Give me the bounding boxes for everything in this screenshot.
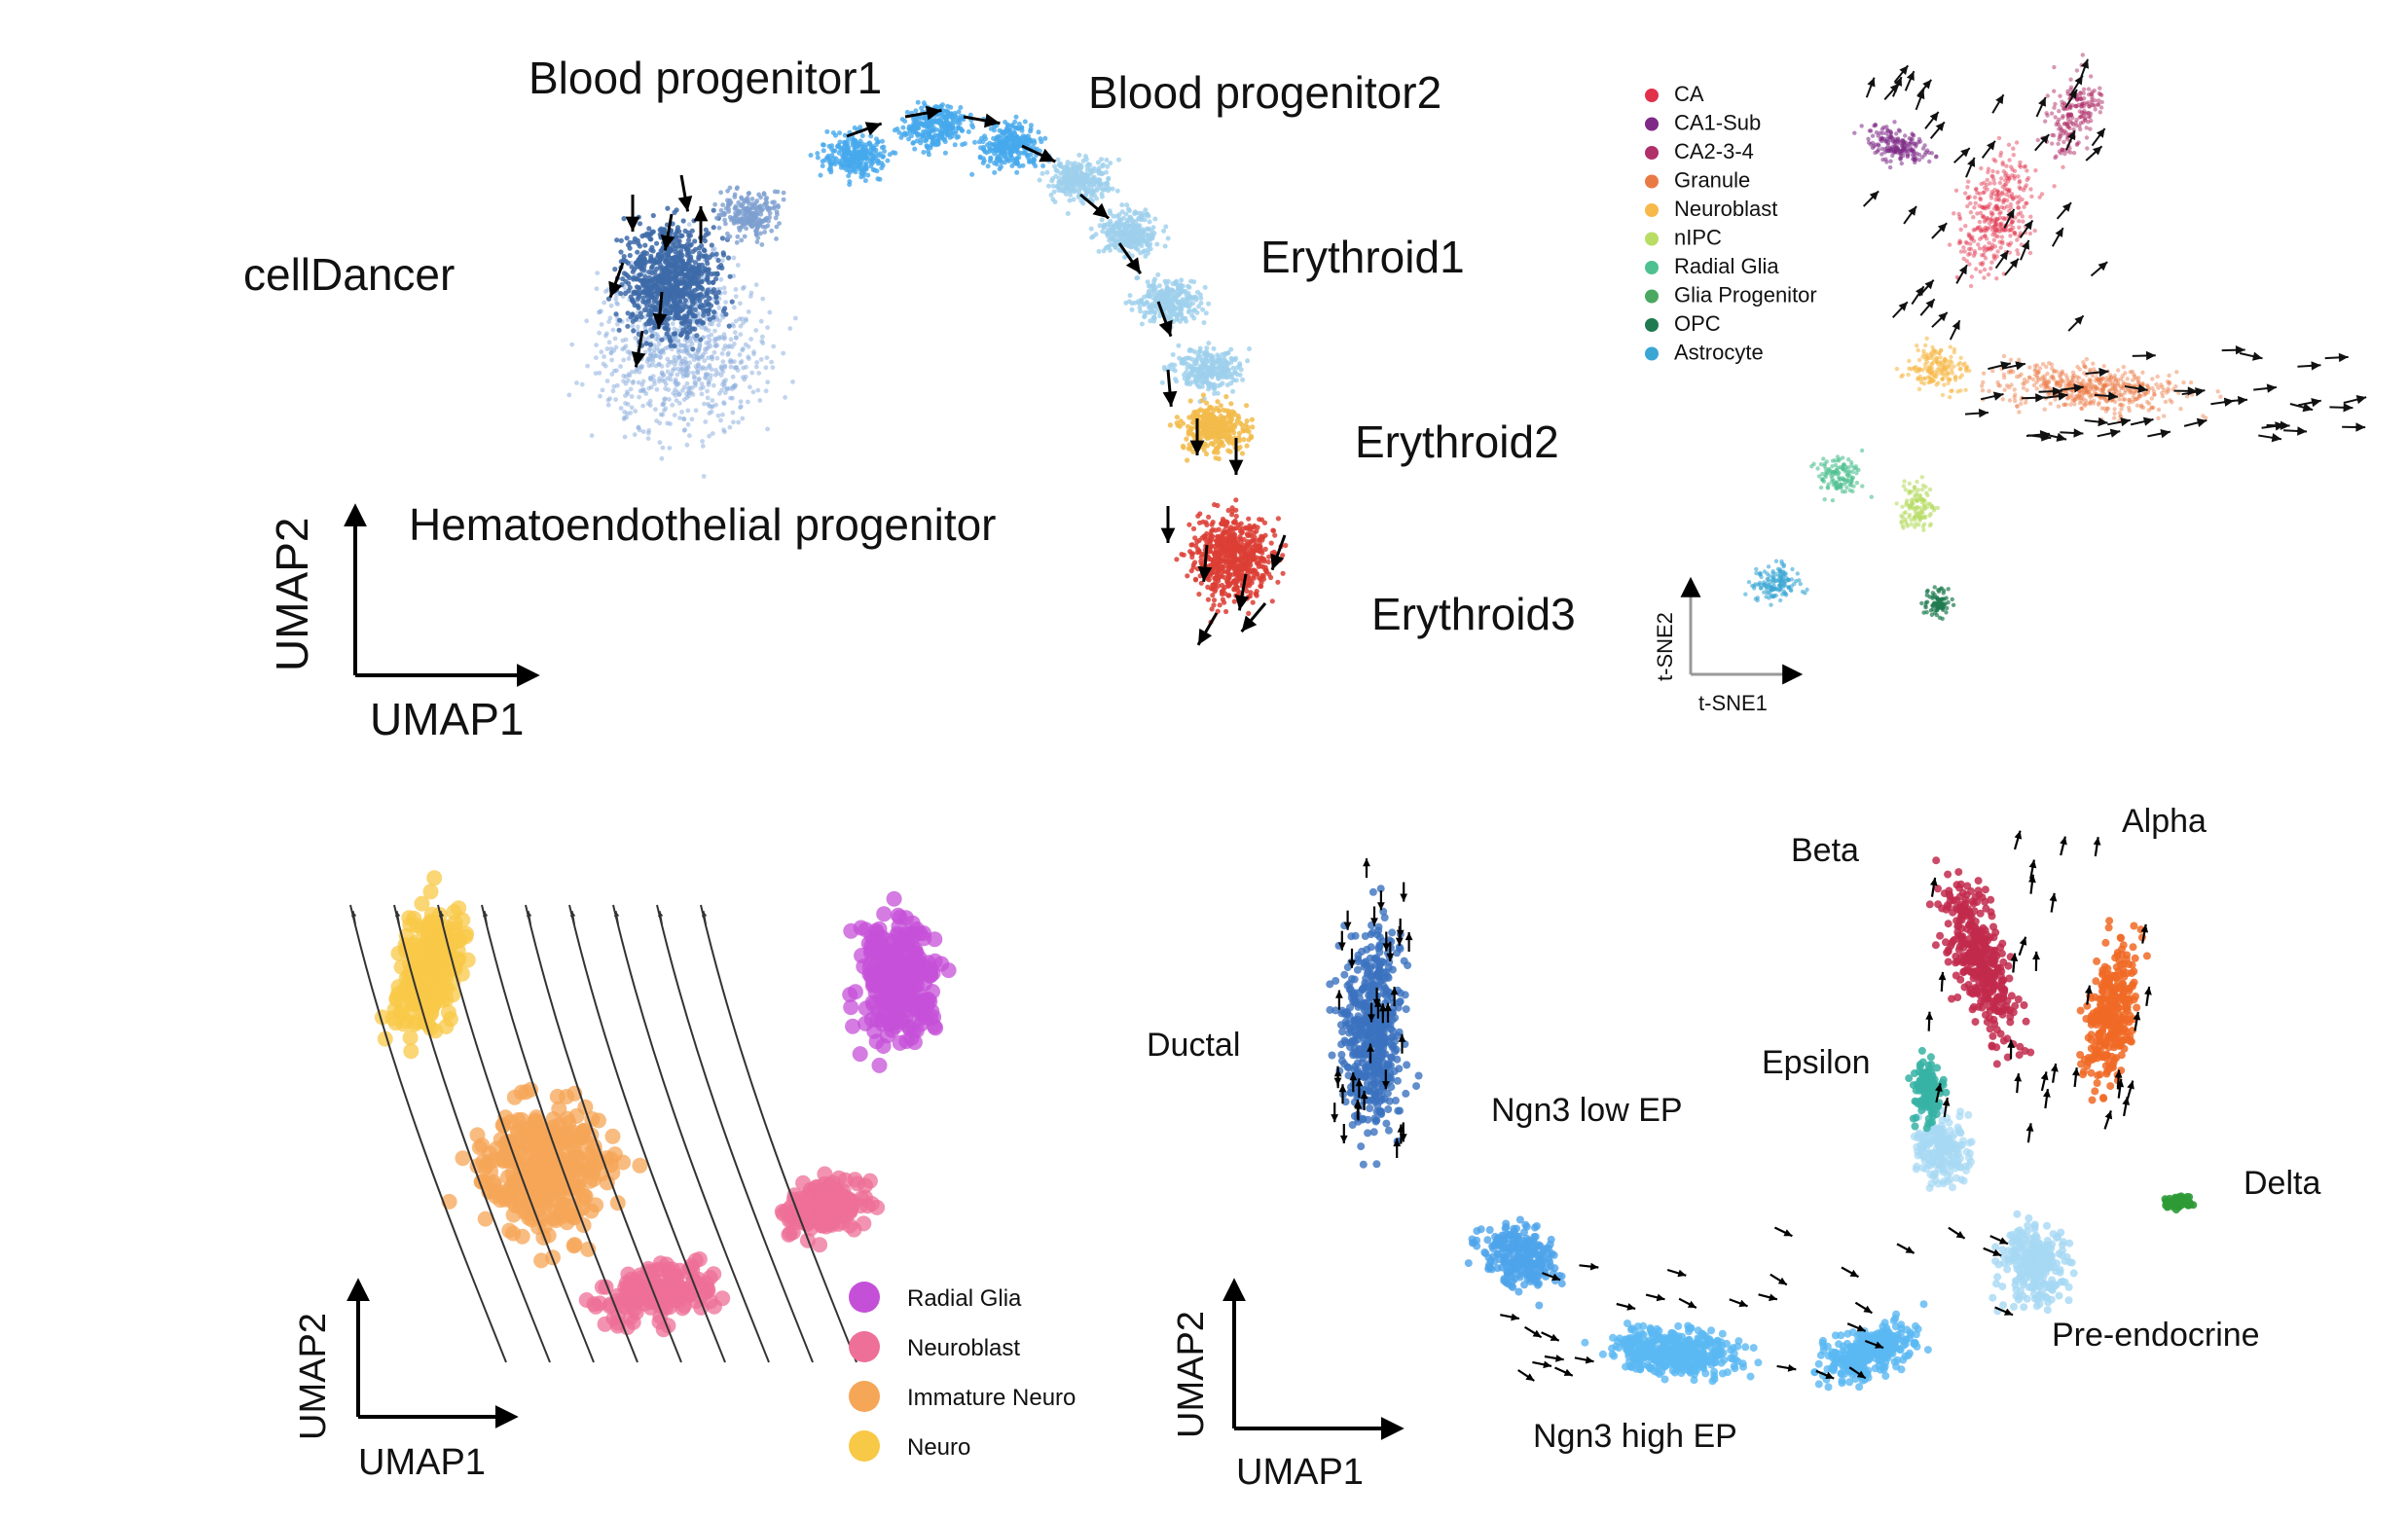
panel-b-legend: CA CA1-Sub CA2-3-4 Granule Neuroblast nIPC Rad…: [1645, 82, 1817, 365]
panel-d: Beta Alpha Ductal Epsilon Ngn3 low EP De…: [1147, 803, 2320, 1493]
legend-label: Glia Progenitor: [1674, 283, 1817, 307]
legend-swatch: [1645, 146, 1659, 160]
legend-label: nIPC: [1674, 226, 1722, 250]
label-blood-progenitor1: Blood progenitor1: [529, 53, 882, 103]
legend-swatch: [1645, 203, 1659, 217]
axis-label-tsne1: t-SNE1: [1698, 691, 1768, 715]
label-delta: Delta: [2244, 1165, 2320, 1202]
label-epsilon: Epsilon: [1762, 1044, 1871, 1081]
legend-swatch: [1645, 232, 1659, 246]
legend-swatch: [1645, 261, 1659, 274]
legend-swatch: [1645, 318, 1659, 332]
label-ngn3-low-ep: Ngn3 low EP: [1491, 1092, 1683, 1129]
legend-swatch: [849, 1430, 880, 1462]
legend-label: CA1-Sub: [1674, 111, 1761, 135]
label-pre-endocrine: Pre-endocrine: [2052, 1317, 2260, 1354]
panel-b: CA CA1-Sub CA2-3-4 Granule Neuroblast nIPC Rad…: [1645, 53, 2367, 715]
legend-label: Neuroblast: [907, 1335, 1020, 1361]
axis-label-umap1: UMAP1: [358, 1442, 486, 1483]
axis-label-tsne2: t-SNE2: [1653, 612, 1677, 681]
legend-label: Radial Glia: [1674, 254, 1779, 278]
label-blood-progenitor2: Blood progenitor2: [1088, 67, 1441, 118]
panel-d-axes: UMAP1 UMAP2: [1171, 1278, 1405, 1493]
panel-c-velocity-streams: [349, 904, 857, 1363]
legend-swatch: [849, 1331, 880, 1362]
panel-b-cells: [1743, 53, 2223, 621]
legend-label: CA: [1674, 82, 1704, 106]
label-hematoendothelial-progenitor: Hematoendothelial progenitor: [409, 499, 997, 550]
legend-swatch: [1645, 289, 1659, 304]
label-erythroid3: Erythroid3: [1371, 589, 1576, 639]
label-ngn3-high-ep: Ngn3 high EP: [1533, 1418, 1737, 1455]
legend-swatch: [1645, 174, 1659, 189]
panel-d-velocity-arrows: [1331, 830, 2152, 1382]
label-erythroid2: Erythroid2: [1355, 416, 1559, 467]
legend-swatch: [849, 1282, 880, 1313]
panel-c-axes: UMAP1 UMAP2: [293, 1278, 519, 1483]
panel-b-axes: t-SNE1 t-SNE2: [1653, 576, 1804, 715]
legend-label: CA2-3-4: [1674, 139, 1754, 163]
axis-label-umap2: UMAP2: [1171, 1311, 1212, 1438]
legend-label: Neuro: [907, 1434, 970, 1461]
legend-label: OPC: [1674, 311, 1721, 336]
label-ductal: Ductal: [1147, 1027, 1240, 1064]
panel-c-legend: Radial Glia Neuroblast Immature Neuro Neuro: [849, 1282, 1076, 1462]
panel-a: cellDancer Blood progenitor1 Blood proge…: [243, 53, 1576, 744]
panel-b-velocity-arrows: [1862, 58, 2367, 443]
axis-label-umap1: UMAP1: [1236, 1452, 1364, 1493]
legend-label: Neuroblast: [1674, 197, 1777, 221]
label-beta: Beta: [1791, 832, 1859, 869]
legend-swatch: [1645, 346, 1659, 361]
panel-c: Radial Glia Neuroblast Immature Neuro Neuro…: [293, 870, 1076, 1483]
label-erythroid1: Erythroid1: [1260, 232, 1465, 282]
legend-swatch: [849, 1381, 880, 1412]
legend-label: Immature Neuro: [907, 1385, 1076, 1411]
panel-d-cells: [1326, 856, 2198, 1392]
legend-label: Radial Glia: [907, 1285, 1022, 1312]
legend-label: Astrocyte: [1674, 341, 1764, 365]
panel-a-axes: UMAP1 UMAP2: [267, 503, 540, 744]
legend-swatch: [1645, 89, 1659, 102]
axis-label-umap2: UMAP2: [267, 518, 317, 671]
axis-label-umap1: UMAP1: [370, 694, 524, 744]
legend-label: Granule: [1674, 168, 1750, 193]
axis-label-umap2: UMAP2: [293, 1313, 334, 1440]
legend-swatch: [1645, 117, 1659, 131]
label-alpha: Alpha: [2122, 803, 2207, 840]
panel-a-cells: [566, 99, 1289, 625]
panel-a-title: cellDancer: [243, 249, 455, 300]
panel-a-velocity-arrows: [608, 105, 1287, 646]
